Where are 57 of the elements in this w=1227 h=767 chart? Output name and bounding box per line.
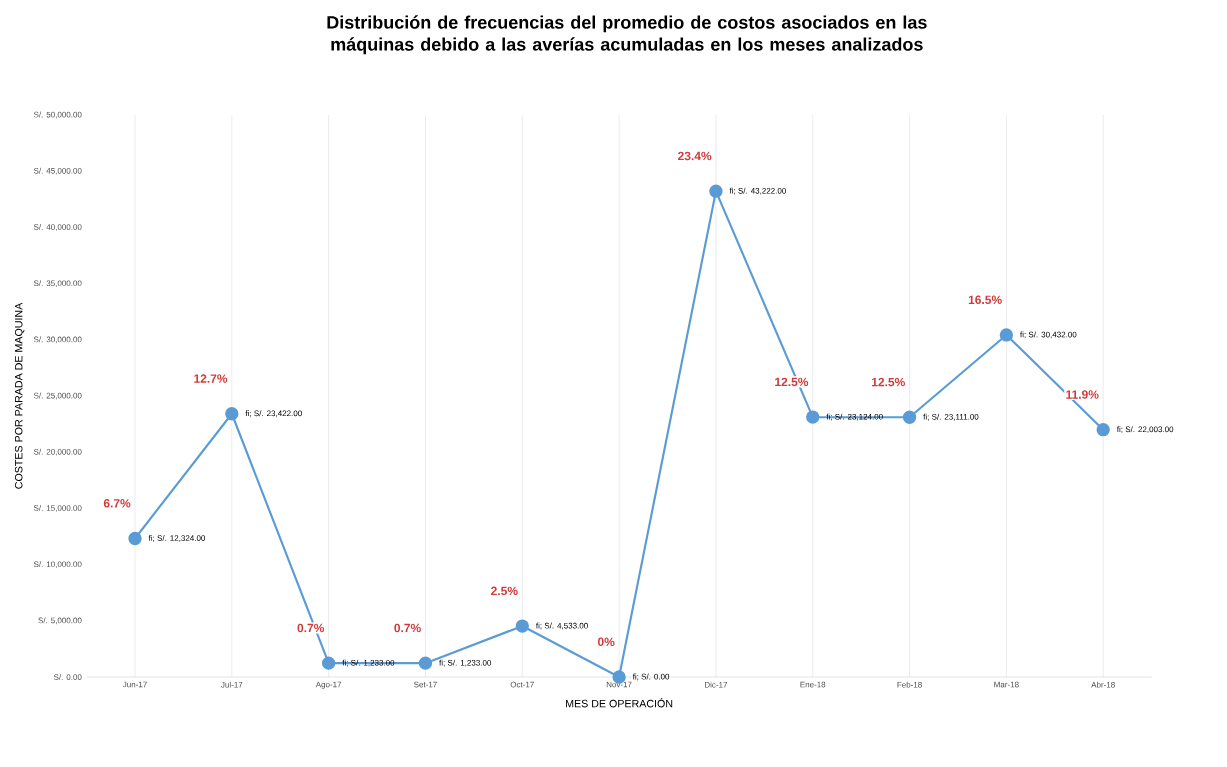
x-tick-label: Ene-18 xyxy=(800,681,826,688)
x-tick-label: Set-17 xyxy=(414,681,437,688)
x-tick-label: Feb-18 xyxy=(897,681,922,688)
y-tick-label: S/. 20,000.00 xyxy=(33,448,82,456)
point xyxy=(128,531,142,546)
annotation: 12.5% xyxy=(775,377,809,387)
y-tick-label: S/. 40,000.00 xyxy=(33,223,82,231)
data-label: fi; S/. 1,233.00 xyxy=(342,659,395,667)
y-axis-title: COSTES POR PARADA DE MAQUINA xyxy=(14,302,25,489)
y-tick-label: S/. 15,000.00 xyxy=(33,504,82,512)
point xyxy=(225,407,239,421)
data-label: fi; S/. 12,324.00 xyxy=(148,535,206,542)
point xyxy=(709,184,723,198)
y-tick-label: S/. 5,000.00 xyxy=(38,617,82,625)
point xyxy=(321,656,336,670)
annotation: 0.7% xyxy=(297,623,325,633)
annotation: 6.7% xyxy=(103,499,131,508)
y-tick-label: S/. 45,000.00 xyxy=(33,167,82,175)
data-label: fi; S/. 0.00 xyxy=(632,673,670,681)
annotation: 12.7% xyxy=(194,374,228,383)
x-tick-label: Oct-17 xyxy=(510,681,534,688)
annotation: 12.5% xyxy=(872,377,905,387)
x-tick-label: Jul-17 xyxy=(221,681,243,688)
point xyxy=(902,410,917,424)
y-tick-label: S/. 30,000.00 xyxy=(33,336,82,344)
annotation: 0.7% xyxy=(394,623,421,633)
annotation: 11.9% xyxy=(1066,390,1099,399)
annotation: 23.4% xyxy=(678,151,712,161)
point xyxy=(1096,423,1110,437)
annotation: 0% xyxy=(597,637,615,647)
data-label: fi; S/. 30,432.00 xyxy=(1020,331,1077,339)
y-tick-label: S/. 35,000.00 xyxy=(33,280,82,288)
point xyxy=(806,410,820,424)
y-tick-label: S/. 0.00 xyxy=(53,674,82,680)
x-tick-label: Mar-18 xyxy=(994,681,1019,688)
x-tick-label: Ago-17 xyxy=(315,681,342,689)
data-label: fi; S/. 22,003.00 xyxy=(1116,426,1174,434)
x-axis-title: MES DE OPERACIÓN xyxy=(566,698,673,708)
data-label: fi; S/. 4,533.00 xyxy=(535,622,588,630)
y-tick-label: S/. 10,000.00 xyxy=(33,561,82,569)
data-label: fi; S/. 1,233.00 xyxy=(439,659,492,667)
chart-title: Distribución de frecuencias del promedio de costos asociados en las máquinas debido a las averías acumuladas en los meses analizados xyxy=(327,15,927,55)
point xyxy=(999,328,1014,342)
data-label: fi; S/. 23,111.00 xyxy=(923,413,979,421)
y-tick-label: S/. 25,000.00 xyxy=(33,392,82,400)
x-tick-label: Dic-17 xyxy=(705,681,728,688)
annotation: 16.5% xyxy=(968,295,1002,305)
data-label: fi; S/. 23,124.00 xyxy=(826,413,883,421)
data-label: fi; S/. 23,422.00 xyxy=(245,410,302,418)
point xyxy=(515,619,529,633)
x-tick-label: Abr-18 xyxy=(1091,681,1115,688)
annotation: 2.5% xyxy=(491,586,518,596)
data-label: fi; S/. 43,222.00 xyxy=(729,187,786,195)
point xyxy=(418,656,433,670)
y-tick-label: S/. 50,000.00 xyxy=(33,111,82,119)
x-tick-label: Nov-17 xyxy=(606,681,632,688)
x-tick-label: Jun-17 xyxy=(122,681,147,688)
